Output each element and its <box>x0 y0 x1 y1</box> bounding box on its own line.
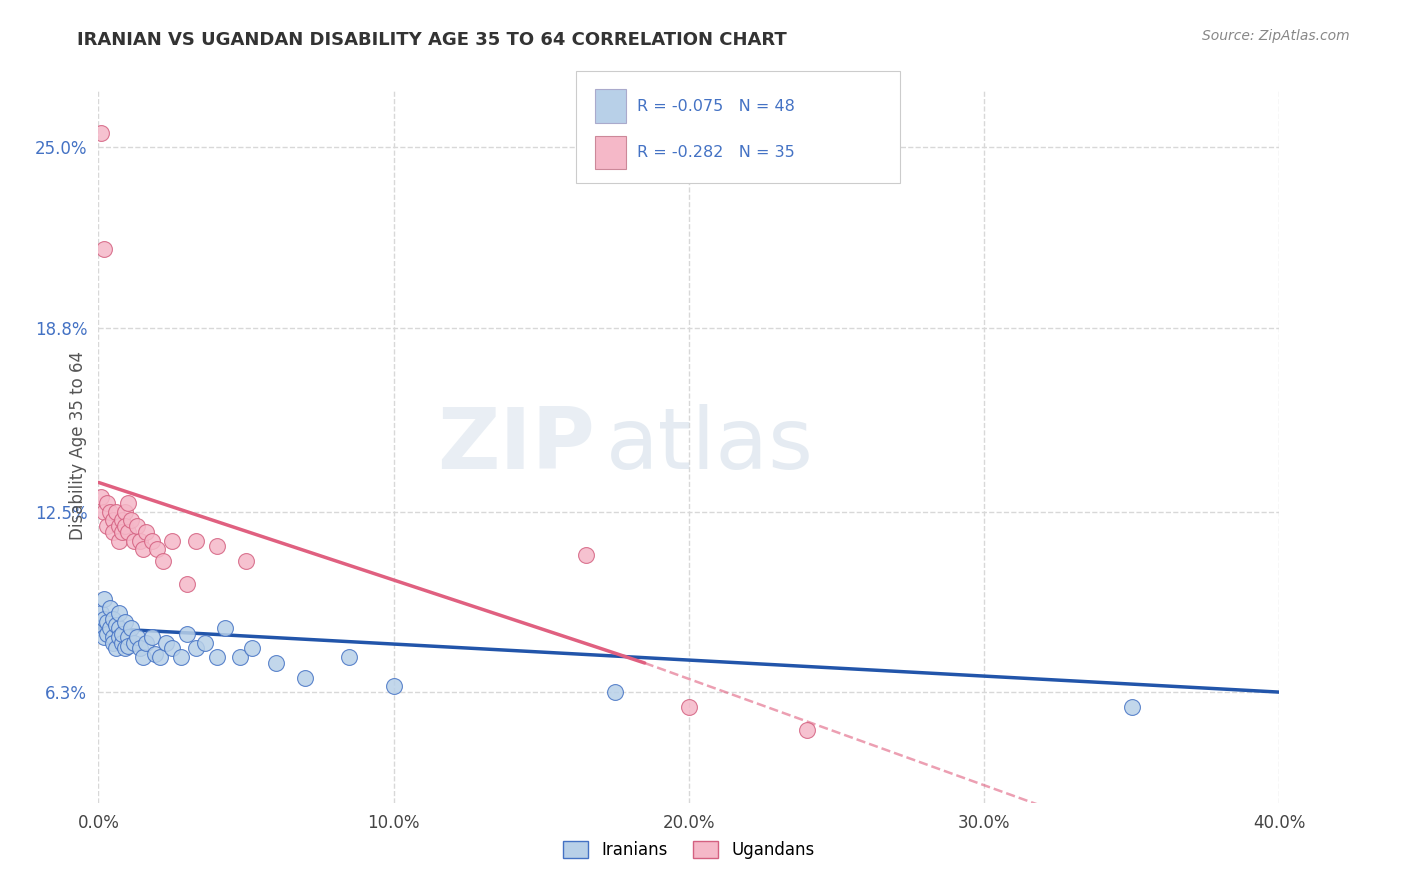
Point <box>229 650 252 665</box>
Point <box>125 630 148 644</box>
Point <box>103 635 125 649</box>
Point <box>108 607 131 621</box>
Point <box>111 635 134 649</box>
Point <box>176 627 198 641</box>
Point <box>96 615 118 630</box>
Point <box>98 621 121 635</box>
Text: Source: ZipAtlas.com: Source: ZipAtlas.com <box>1202 29 1350 43</box>
Point <box>103 513 125 527</box>
Point <box>240 641 263 656</box>
Point <box>108 519 131 533</box>
Point <box>108 533 131 548</box>
Point <box>235 554 257 568</box>
Point <box>103 630 125 644</box>
Point <box>128 641 150 656</box>
Point <box>132 650 155 665</box>
Point <box>125 519 148 533</box>
Point <box>103 524 125 539</box>
Point <box>141 630 163 644</box>
Point <box>120 621 142 635</box>
Point <box>93 612 115 626</box>
Point <box>105 504 128 518</box>
Point <box>90 621 112 635</box>
Point <box>132 542 155 557</box>
Point <box>103 612 125 626</box>
Point <box>796 723 818 737</box>
Point <box>98 504 121 518</box>
Point <box>117 639 139 653</box>
Point <box>1121 699 1143 714</box>
Point <box>120 513 142 527</box>
Point <box>114 519 136 533</box>
Point <box>98 600 121 615</box>
Point <box>111 513 134 527</box>
Point <box>108 630 131 644</box>
Point <box>128 533 150 548</box>
Point <box>194 635 217 649</box>
Point <box>114 615 136 630</box>
Point <box>135 635 157 649</box>
Point <box>122 635 145 649</box>
Point <box>111 627 134 641</box>
Text: IRANIAN VS UGANDAN DISABILITY AGE 35 TO 64 CORRELATION CHART: IRANIAN VS UGANDAN DISABILITY AGE 35 TO … <box>77 31 787 49</box>
Point <box>264 656 287 670</box>
Point <box>96 496 118 510</box>
Point <box>108 621 131 635</box>
Point <box>117 524 139 539</box>
Point <box>105 641 128 656</box>
Point <box>96 519 118 533</box>
Point <box>117 496 139 510</box>
Text: ZIP: ZIP <box>437 404 595 488</box>
Point <box>135 524 157 539</box>
Point <box>152 554 174 568</box>
Point <box>146 542 169 557</box>
Point <box>141 533 163 548</box>
Text: R = -0.282   N = 35: R = -0.282 N = 35 <box>637 145 794 160</box>
Point <box>678 699 700 714</box>
Point <box>93 591 115 606</box>
Point <box>117 630 139 644</box>
Point <box>96 627 118 641</box>
Point <box>214 621 236 635</box>
Point <box>162 641 183 656</box>
Y-axis label: Disability Age 35 to 64: Disability Age 35 to 64 <box>69 351 87 541</box>
Point <box>170 650 193 665</box>
Point <box>339 650 361 665</box>
Point <box>114 641 136 656</box>
Point <box>93 243 115 257</box>
Point <box>111 524 134 539</box>
Point <box>105 618 128 632</box>
Point <box>114 504 136 518</box>
Point <box>382 679 405 693</box>
Point <box>93 504 115 518</box>
Point <box>575 548 598 562</box>
Point <box>155 635 177 649</box>
Point <box>90 490 112 504</box>
Point <box>90 126 112 140</box>
Point <box>294 671 316 685</box>
Point <box>205 650 228 665</box>
Point <box>93 630 115 644</box>
Point <box>149 650 172 665</box>
Text: atlas: atlas <box>606 404 814 488</box>
Point <box>143 647 166 661</box>
Point <box>90 607 112 621</box>
Point <box>184 641 207 656</box>
Text: R = -0.075   N = 48: R = -0.075 N = 48 <box>637 99 794 113</box>
Legend: Iranians, Ugandans: Iranians, Ugandans <box>557 834 821 866</box>
Point <box>184 533 207 548</box>
Point <box>205 540 228 554</box>
Point <box>162 533 183 548</box>
Point <box>176 577 198 591</box>
Point <box>122 533 145 548</box>
Point <box>605 685 627 699</box>
